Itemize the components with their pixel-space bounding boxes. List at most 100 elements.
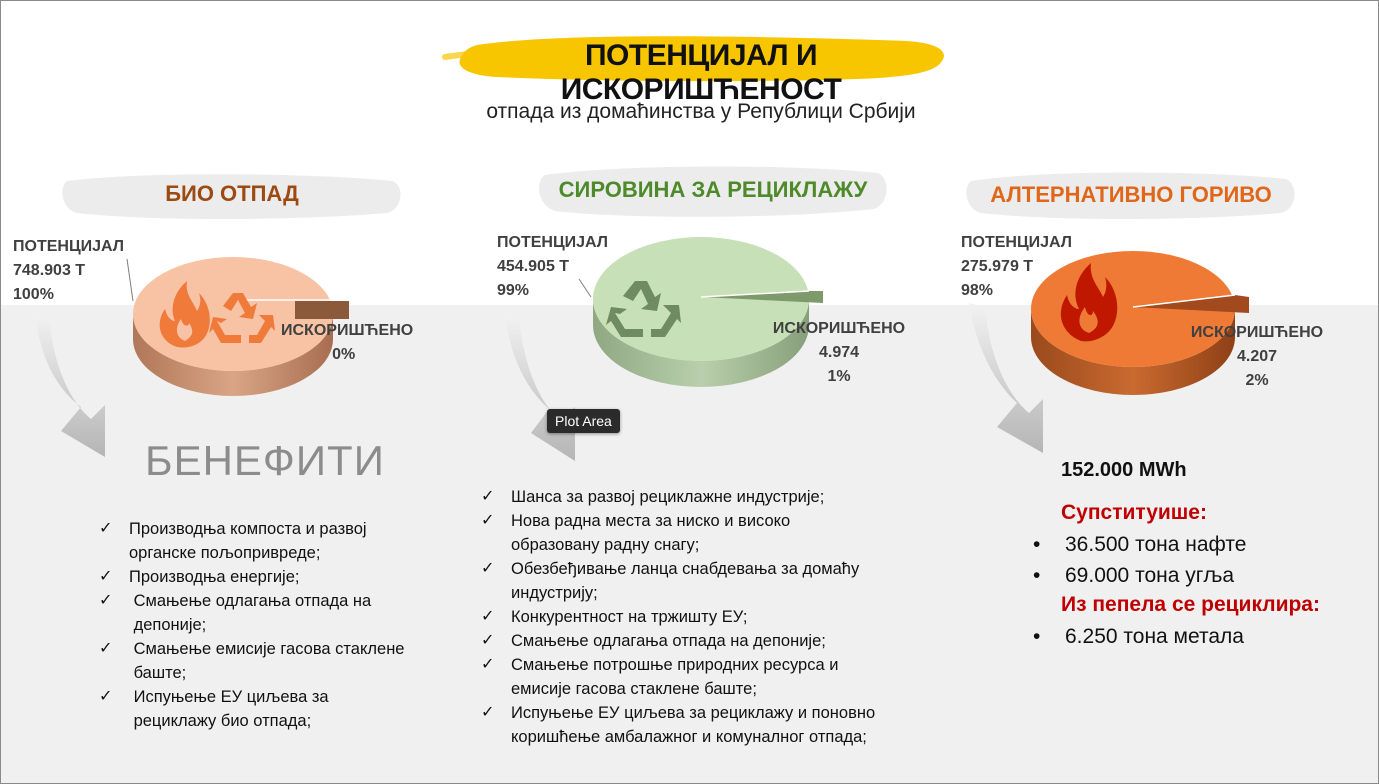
substitutes-heading: Супституише: [1061, 501, 1207, 524]
benefit-text-line: Шанса за развој рециклажне индустрије; [511, 488, 825, 506]
recycle-potential-pct: 99% [497, 282, 530, 299]
benefit-text-line: Испуњење ЕУ циљева за рециклажу и поновн… [511, 704, 876, 722]
check-icon: ✓ [481, 632, 495, 649]
fuel-title-brush [966, 172, 1295, 219]
ash-heading: Из пепела се рециклира: [1061, 593, 1320, 616]
fuel-pie-side [1031, 309, 1235, 395]
bio-potential-pct: 100% [13, 286, 54, 303]
fuel-section-title: АЛТЕРНАТИВНО ГОРИВО [990, 182, 1272, 207]
benefit-text-line: Конкурентност на тржишту ЕУ; [511, 608, 748, 626]
bio-title-brush [62, 174, 401, 219]
benefit-text-line: образовану радну снагу; [511, 536, 700, 554]
bio-potential-title: ПОТЕНЦИЈАЛ [13, 238, 125, 255]
flame-icon [159, 281, 210, 348]
title-brush-stroke [442, 36, 944, 82]
recycle-benefit-item: ✓ Нова радна места за ниско и високо образ… [481, 509, 941, 557]
recycle-used-label: ИСКОРИШЋЕНО 4.974 1% [769, 317, 909, 389]
check-icon: ✓ [99, 592, 113, 609]
benefit-text-line: Производња компоста и развој [129, 520, 367, 538]
page-title: ПОТЕНЦИЈАЛ И ИСКОРИШЋЕНОСТ [560, 39, 842, 106]
recycle-pie-potential-slice[interactable] [593, 237, 809, 361]
fuel-potential-label: ПОТЕНЦИЈАЛ 275.979 Т 98% [961, 231, 1072, 303]
fuel-used-value: 4.207 [1236, 348, 1278, 365]
recycle-used-pct: 1% [827, 368, 851, 385]
recycle-used-value: 4.974 [818, 344, 860, 361]
check-icon: ✓ [481, 656, 495, 673]
substitutes-list: 36.500 тона нафте69.000 тона угља [1031, 529, 1246, 591]
benefit-text-line: индустрију; [511, 584, 598, 602]
benefit-text-line: Нова радна места за ниско и високо [511, 512, 791, 530]
recycle-benefit-item: ✓ Шанса за развој рециклажне индустрије; [481, 485, 941, 509]
ash-item: 6.250 тона метала [1031, 621, 1244, 652]
check-icon: ✓ [481, 488, 495, 505]
fuel-used-title: ИСКОРИШЋЕНО [1190, 324, 1324, 341]
bio-pie-chart[interactable] [127, 257, 357, 417]
bio-potential-value: 748.903 Т [13, 262, 86, 279]
bio-benefits-list: ✓ Производња компоста и развој органске по… [99, 517, 439, 733]
benefit-text-line: Испуњење ЕУ циљева за [129, 688, 329, 706]
substitute-item: 69.000 тона угља [1031, 560, 1246, 591]
recycle-potential-value: 454.905 Т [497, 258, 570, 275]
fuel-potential-title: ПОТЕНЦИЈАЛ [961, 234, 1073, 251]
recycle-pie-side [593, 299, 809, 387]
fuel-pie-used-slice[interactable] [1133, 295, 1249, 313]
benefit-text-line: Смањење одлагања отпада на депоније; [511, 632, 826, 650]
benefit-text-line: коришћење амбалажног и комуналног отпада… [511, 728, 867, 746]
bio-potential-label: ПОТЕНЦИЈАЛ 748.903 Т 100% [13, 235, 124, 307]
bio-pie-side [133, 314, 333, 396]
benefit-text-line: баште; [129, 664, 187, 682]
fuel-energy-value: 152.000 MWh [1061, 459, 1187, 481]
recycle-potential-title: ПОТЕНЦИЈАЛ [497, 234, 609, 251]
recycle-benefit-item: ✓ Смањење потрошње природних ресурса и еми… [481, 653, 941, 701]
fuel-potential-value: 275.979 Т [961, 258, 1034, 275]
fuel-potential-pct: 98% [961, 282, 994, 299]
benefit-text-line: Смањење одлагања отпада на [129, 592, 372, 610]
check-icon: ✓ [99, 640, 113, 657]
recycle-icon [209, 293, 275, 343]
benefit-text-line: емисије гасова стаклене баште; [511, 680, 757, 698]
recycle-icon [606, 281, 681, 337]
benefit-text-line: Смањење потрошње природних ресурса и [511, 656, 839, 674]
recycle-benefit-item: ✓ Обезбеђивање ланца снабдевања за домаћу… [481, 557, 941, 605]
bio-section-title: БИО ОТПАД [165, 181, 299, 206]
plot-area-tooltip: Plot Area [547, 409, 620, 433]
bio-used-label: ИСКОРИШЋЕНО 0% [281, 319, 413, 367]
check-icon: ✓ [99, 520, 113, 537]
bio-benefit-item: ✓ Смањење емисије гасова стаклене баште; [99, 637, 439, 685]
check-icon: ✓ [481, 512, 495, 529]
bio-benefit-item: ✓ Производња енергије; [99, 565, 439, 589]
check-icon: ✓ [481, 704, 495, 721]
fuel-used-pct: 2% [1245, 372, 1269, 389]
page-subtitle: отпада из домаћинства у Републици Србији [486, 100, 916, 123]
check-icon: ✓ [99, 568, 113, 585]
recycle-used-title: ИСКОРИШЋЕНО [772, 320, 906, 337]
check-icon: ✓ [481, 608, 495, 625]
bio-benefit-item: ✓ Производња компоста и развој органске по… [99, 517, 439, 565]
flame-icon [1060, 263, 1118, 342]
bio-benefit-item: ✓ Испуњење ЕУ циљева за рециклажу био от… [99, 685, 439, 733]
bio-used-pct: 0% [332, 346, 356, 363]
bio-benefit-item: ✓ Смањење одлагања отпада на депоније; [99, 589, 439, 637]
recycle-title-brush [539, 166, 887, 217]
recycle-benefit-item: ✓ Конкурентност на тржишту ЕУ; [481, 605, 941, 629]
fuel-used-label: ИСКОРИШЋЕНО 4.207 2% [1187, 321, 1327, 393]
benefit-text-line: депоније; [129, 616, 207, 634]
recycle-potential-label: ПОТЕНЦИЈАЛ 454.905 Т 99% [497, 231, 608, 303]
bio-pie-used-slice[interactable] [295, 301, 349, 319]
benefit-text-line: Смањење емисије гасова стаклене [129, 640, 405, 658]
recycle-benefit-item: ✓ Смањење одлагања отпада на депоније; [481, 629, 941, 653]
check-icon: ✓ [99, 688, 113, 705]
benefit-text-line: органске пољопривреде; [129, 544, 321, 562]
recycle-pie-used-slice[interactable] [701, 291, 823, 303]
recycle-benefits-list: ✓ Шанса за развој рециклажне индустрије; ✓… [481, 485, 941, 749]
substitute-item: 36.500 тона нафте [1031, 529, 1246, 560]
ash-list: 6.250 тона метала [1031, 621, 1244, 652]
check-icon: ✓ [481, 560, 495, 577]
fuel-pie-chart[interactable] [1025, 251, 1261, 417]
recycle-benefit-item: ✓ Испуњење ЕУ циљева за рециклажу и понов… [481, 701, 941, 749]
recycle-pie-chart[interactable] [587, 237, 833, 409]
benefit-text-line: Обезбеђивање ланца снабдевања за домаћу [511, 560, 860, 578]
benefit-text-line: рециклажу био отпада; [129, 712, 312, 730]
benefits-title: БЕНЕФИТИ [145, 437, 385, 484]
